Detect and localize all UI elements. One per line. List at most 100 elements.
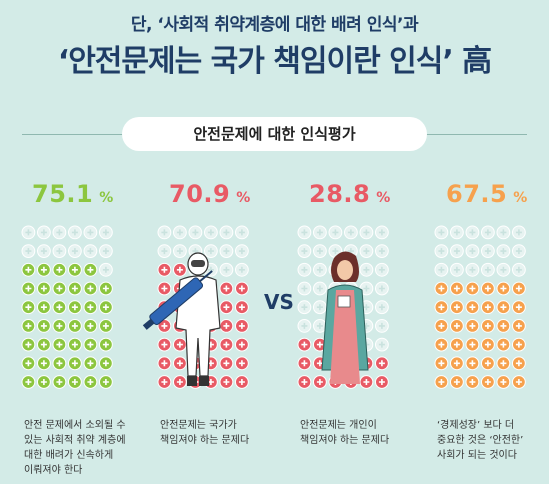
plus-icon (161, 285, 168, 292)
grid-cell-filled (52, 262, 67, 277)
grid-cell-empty (52, 244, 67, 259)
hazmat-worker-illustration (142, 252, 221, 386)
grid-cell-filled (99, 337, 113, 352)
plus-icon (484, 285, 491, 292)
plus-icon (347, 229, 354, 236)
plus-icon (301, 360, 308, 367)
grid-cell-empty (375, 244, 389, 259)
grid-cell-empty (313, 300, 327, 315)
grid-cell-filled (235, 375, 249, 389)
plus-icon (469, 341, 476, 348)
plus-icon (56, 322, 63, 329)
grid-cell-filled (496, 319, 511, 333)
plus-icon (207, 229, 214, 236)
grid-cell-empty (99, 262, 113, 277)
plus-icon (161, 248, 168, 255)
plus-icon (40, 379, 47, 385)
caption-3-line-1: 안전문제는 개인이 (300, 420, 377, 431)
grid-cell-filled (173, 356, 187, 371)
grid-cell-empty (313, 244, 327, 259)
grid-cell-filled (52, 281, 67, 296)
grid-cell-filled (219, 281, 234, 296)
plus-icon (25, 285, 32, 292)
plus-icon (87, 266, 94, 273)
caption-4-line-3: 사회가 되는 것이다 (437, 450, 517, 461)
plus-icon (71, 304, 78, 311)
grid-cell-filled (450, 281, 464, 296)
plus-icon (316, 360, 323, 367)
unit-2: % (236, 190, 251, 206)
grid-cell-empty (375, 225, 389, 240)
plus-icon (469, 229, 476, 236)
grid-cell-empty (434, 225, 449, 240)
grid-cell-empty (99, 244, 113, 259)
grid-cell-filled (512, 281, 526, 296)
grid-cell-filled (481, 281, 495, 296)
plus-icon (378, 322, 385, 329)
plus-icon (176, 341, 183, 348)
grid-cell-filled (99, 375, 113, 389)
grid-cell-filled (83, 300, 98, 315)
grid-cell-filled (235, 300, 249, 315)
caption-4-line-1: ‘경제성장’ 보다 더 (437, 420, 515, 431)
grid-cell-filled (37, 337, 51, 352)
grid-cell-empty (235, 262, 249, 277)
grid-cell-filled (434, 300, 449, 315)
plus-icon (56, 360, 63, 367)
grid-cell-filled (37, 300, 51, 315)
plus-icon (238, 360, 245, 367)
plus-icon (469, 322, 476, 329)
caption-1-line-2: 있는 사회적 취약 계층에 (24, 435, 126, 446)
plus-icon (223, 304, 230, 311)
plus-icon (56, 229, 63, 236)
grid-cell-empty (219, 225, 234, 240)
grid-cell-filled (434, 319, 449, 333)
plus-icon (56, 379, 63, 385)
grid-cell-filled (297, 337, 312, 352)
plus-icon (87, 229, 94, 236)
grid-cell-filled (99, 319, 113, 333)
plus-icon (301, 379, 308, 385)
grid-cell-empty (465, 225, 480, 240)
grid-cell-filled (219, 337, 234, 352)
plus-icon (102, 304, 109, 311)
grid-cell-empty (297, 244, 312, 259)
plus-icon (363, 266, 370, 273)
grid-cell-filled (173, 262, 187, 277)
plus-icon (102, 341, 109, 348)
subtitle: 단, ‘사회적 취약계층에 대한 배려 인식’과 (130, 15, 419, 35)
grid-cell-filled (219, 356, 234, 371)
plus-icon (515, 229, 522, 236)
grid-cell-empty (359, 262, 374, 277)
caption-1-line-4: 이뤄져야 한다 (24, 465, 83, 476)
grid-cell-empty (83, 244, 98, 259)
grid-cell-filled (68, 375, 82, 389)
vs-label: VS (264, 290, 294, 314)
grid-cell-filled (235, 356, 249, 371)
grid-cell-empty (375, 319, 389, 333)
grid-cell-filled (481, 375, 495, 389)
plus-icon (40, 341, 47, 348)
plus-icon (25, 304, 32, 311)
grid-cell-filled (375, 356, 389, 371)
plus-icon (238, 248, 245, 255)
grid-cell-filled (235, 281, 249, 296)
value-label-4: 67.5% (446, 180, 528, 208)
plus-icon (484, 304, 491, 311)
plus-icon (40, 322, 47, 329)
grid-cell-filled (496, 281, 511, 296)
unit-1: % (99, 190, 114, 206)
grid-cell-filled (37, 319, 51, 333)
plus-icon (378, 360, 385, 367)
grid-cell-empty (375, 300, 389, 315)
plus-icon (238, 266, 245, 273)
plus-icon (484, 379, 491, 385)
grid-cell-filled (68, 337, 82, 352)
grid-cell-filled (481, 319, 495, 333)
plus-icon (102, 229, 109, 236)
plus-icon (176, 248, 183, 255)
plus-icon (56, 304, 63, 311)
plus-icon (515, 360, 522, 367)
grid-cell-empty (359, 281, 374, 296)
plus-icon (102, 322, 109, 329)
